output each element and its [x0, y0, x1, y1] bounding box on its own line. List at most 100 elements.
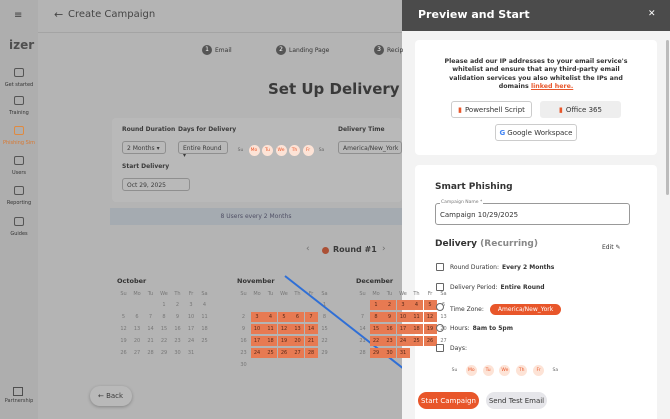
calendar-day[interactable]: 6: [291, 312, 304, 322]
calendar-day[interactable]: 24: [187, 338, 195, 344]
calendar-day[interactable]: 11: [264, 324, 277, 334]
calendar-day[interactable]: 1: [322, 302, 327, 308]
name-input[interactable]: [435, 203, 630, 225]
day-chip[interactable]: Fr: [302, 145, 314, 156]
day-chip[interactable]: Mo: [465, 365, 477, 376]
calendar-day[interactable]: 4: [264, 312, 277, 322]
calendar-day[interactable]: 27: [291, 348, 304, 358]
calendar-day[interactable]: 24: [396, 336, 410, 346]
calendar-day[interactable]: 21: [304, 336, 318, 346]
calendar-day[interactable]: 17: [187, 326, 195, 332]
calendar-day[interactable]: 13: [291, 324, 304, 334]
calendar-day[interactable]: 9: [175, 314, 180, 320]
calendar-day[interactable]: 23: [174, 338, 181, 344]
calendar-day[interactable]: 4: [410, 300, 423, 310]
day-chip[interactable]: Th: [289, 145, 300, 156]
calendar-day[interactable]: 7: [304, 312, 318, 322]
nav-item[interactable]: Partnership: [4, 398, 34, 404]
calendar-day[interactable]: 18: [410, 324, 423, 334]
nav-item[interactable]: Guides: [10, 231, 28, 237]
date-input[interactable]: Oct 29, 2025: [122, 178, 190, 191]
calendar-day[interactable]: 2: [383, 300, 396, 310]
nav-item[interactable]: Reporting: [6, 200, 32, 206]
close-button[interactable]: ✕: [648, 9, 656, 19]
calendar-day[interactable]: 14: [147, 326, 154, 332]
calendar-day[interactable]: 5: [121, 314, 126, 320]
menu-icon[interactable]: ≡: [14, 10, 23, 21]
calendar-day[interactable]: 13: [440, 314, 447, 320]
calendar-day[interactable]: 31: [187, 350, 195, 356]
calendar-day[interactable]: 20: [291, 336, 304, 346]
calendar-day[interactable]: 22: [160, 338, 168, 344]
calendar-day[interactable]: 10: [396, 312, 410, 322]
calendar-day[interactable]: 6: [135, 314, 139, 320]
calendar-day[interactable]: 9: [383, 312, 396, 322]
calendar-day[interactable]: 2: [241, 314, 246, 320]
calendar-day[interactable]: 1: [162, 302, 166, 308]
calendar-day[interactable]: 21: [359, 338, 366, 344]
calendar-day[interactable]: 9: [241, 326, 246, 332]
day-chip[interactable]: Fr: [533, 365, 544, 376]
calendar-day[interactable]: 19: [277, 336, 291, 346]
calendar-day[interactable]: 17: [396, 324, 410, 334]
day-chip[interactable]: Sa: [318, 148, 325, 153]
powershell-button[interactable]: ▮ Powershell Script: [451, 101, 532, 118]
calendar-day[interactable]: 25: [410, 336, 423, 346]
day-chip[interactable]: We: [275, 145, 287, 156]
notice-link[interactable]: linked here.: [530, 83, 574, 91]
calendar-day[interactable]: 7: [148, 314, 153, 320]
google-button[interactable]: G Google Workspace: [495, 124, 577, 141]
calendar-day[interactable]: 21: [147, 338, 154, 344]
calendar-day[interactable]: 19: [120, 338, 127, 344]
calendar-day[interactable]: 26: [120, 350, 127, 356]
calendar-day[interactable]: 15: [321, 326, 328, 332]
day-chip[interactable]: Tu: [262, 145, 273, 156]
calendar-day[interactable]: 12: [277, 324, 291, 334]
calendar-day[interactable]: 27: [440, 338, 447, 344]
edit-button[interactable]: Edit ✎: [602, 244, 621, 251]
calendar-day[interactable]: 10: [250, 324, 264, 334]
calendar-day[interactable]: 13: [133, 326, 141, 332]
nav-item[interactable]: Get started: [4, 82, 34, 88]
day-chip[interactable]: Sa: [552, 368, 559, 373]
day-chip[interactable]: Th: [516, 365, 528, 376]
calendar-day[interactable]: 16: [383, 324, 396, 334]
next-round[interactable]: ›: [382, 244, 386, 254]
day-chip[interactable]: Su: [451, 368, 458, 373]
calendar-day[interactable]: 3: [189, 302, 193, 308]
calendar-day[interactable]: 20: [133, 338, 141, 344]
calendar-day[interactable]: 14: [359, 326, 366, 332]
calendar-day[interactable]: 11: [201, 314, 208, 320]
day-chip[interactable]: Mo: [248, 145, 260, 156]
select[interactable]: America/New_York: [338, 141, 402, 154]
calendar-day[interactable]: 15: [160, 326, 168, 332]
select[interactable]: Entire Round ▾: [178, 141, 228, 159]
calendar-day[interactable]: 23: [240, 350, 247, 356]
calendar-day[interactable]: 28: [147, 350, 154, 356]
calendar-day[interactable]: 12: [120, 326, 127, 332]
calendar-day[interactable]: 17: [250, 336, 264, 346]
calendar-day[interactable]: 28: [304, 348, 318, 358]
calendar-day[interactable]: 23: [383, 336, 396, 346]
calendar-day[interactable]: 8: [162, 314, 166, 320]
calendar-day[interactable]: 2: [175, 302, 180, 308]
day-chip[interactable]: We: [499, 365, 511, 376]
calendar-day[interactable]: 27: [133, 350, 141, 356]
calendar-day[interactable]: 5: [423, 300, 437, 310]
calendar-day[interactable]: 19: [423, 324, 437, 334]
calendar-day[interactable]: 26: [277, 348, 291, 358]
calendar-day[interactable]: 26: [423, 336, 437, 346]
calendar-day[interactable]: 18: [201, 326, 208, 332]
calendar-day[interactable]: 24: [250, 348, 264, 358]
calendar-day[interactable]: 30: [383, 348, 396, 358]
calendar-day[interactable]: 1: [369, 300, 383, 310]
calendar-day[interactable]: 14: [304, 324, 318, 334]
select[interactable]: 2 Months ▾: [122, 141, 166, 154]
calendar-day[interactable]: 4: [202, 302, 207, 308]
calendar-day[interactable]: 28: [359, 350, 366, 356]
calendar-day[interactable]: 22: [369, 336, 383, 346]
calendar-day[interactable]: 30: [174, 350, 181, 356]
calendar-day[interactable]: 29: [321, 350, 328, 356]
calendar-day[interactable]: 29: [160, 350, 168, 356]
calendar-day[interactable]: 25: [264, 348, 277, 358]
